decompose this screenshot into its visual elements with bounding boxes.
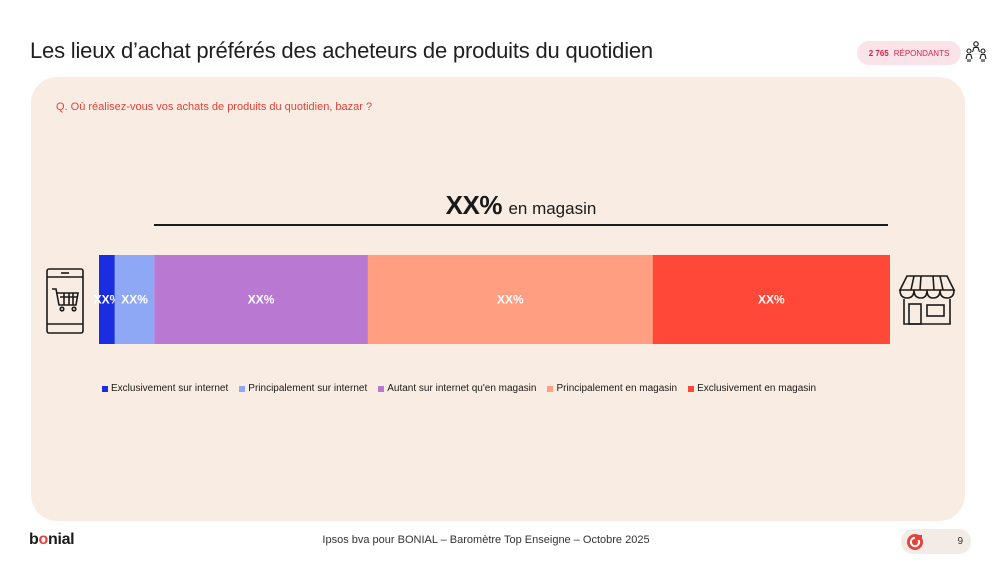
- question-text: Q. Où réalisez-vous vos achats de produi…: [56, 101, 373, 113]
- bar-data-label: XX%: [497, 293, 524, 307]
- store-icon: [898, 275, 956, 325]
- legend-swatch: [239, 385, 246, 392]
- store-total-value: XX%: [445, 190, 503, 220]
- ipsos-logo-icon: [907, 533, 923, 550]
- legend-item: Principalement sur internet: [239, 383, 367, 394]
- legend-item: Exclusivement en magasin: [688, 383, 816, 394]
- chart-legend: Exclusivement sur internet Principalemen…: [102, 383, 816, 394]
- bar-data-label: XX%: [121, 293, 148, 307]
- respondents-badge: 2 765 RÉPONDANTS: [857, 41, 961, 65]
- smartphone-cart-icon: [46, 268, 84, 334]
- bar-segment-2: [114, 255, 155, 344]
- legend-label: Principalement en magasin: [556, 383, 678, 394]
- legend-label: Exclusivement en magasin: [697, 383, 817, 394]
- bar-data-label: XX%: [248, 293, 275, 307]
- page-number-badge: 9: [901, 529, 971, 554]
- bar-segment-4: [367, 255, 653, 344]
- people-icon: [965, 41, 987, 62]
- store-total-bracket-line: [154, 224, 888, 226]
- bar-segment-1: [99, 255, 115, 344]
- legend-swatch: [547, 385, 554, 392]
- bar-segment-3: [154, 255, 368, 344]
- legend-swatch: [688, 385, 695, 392]
- page-title: Les lieux d’achat préférés des acheteurs…: [30, 38, 653, 63]
- store-total-label: en magasin: [508, 199, 597, 218]
- legend-swatch: [102, 385, 108, 392]
- legend-label: Exclusivement sur internet: [111, 383, 229, 394]
- legend-item: Principalement en magasin: [547, 383, 677, 394]
- legend-item: Exclusivement sur internet: [102, 383, 228, 394]
- respondents-count: 2 765: [868, 48, 889, 58]
- legend-item: Autant sur internet qu'en magasin: [378, 383, 536, 394]
- legend-label: Principalement sur internet: [248, 383, 368, 394]
- footer-source: Ipsos bva pour BONIAL – Baromètre Top En…: [322, 534, 650, 546]
- page-number: 9: [957, 536, 963, 547]
- bar-segment-5: [652, 255, 890, 344]
- respondents-label: RÉPONDANTS: [893, 48, 950, 58]
- bonial-logo: bonial: [29, 531, 75, 548]
- bar-data-label: XX%: [94, 293, 121, 307]
- legend-label: Autant sur internet qu'en magasin: [387, 383, 537, 394]
- legend-swatch: [378, 385, 385, 392]
- store-total-heading: XX% en magasin: [154, 190, 888, 221]
- bar-data-label: XX%: [758, 293, 785, 307]
